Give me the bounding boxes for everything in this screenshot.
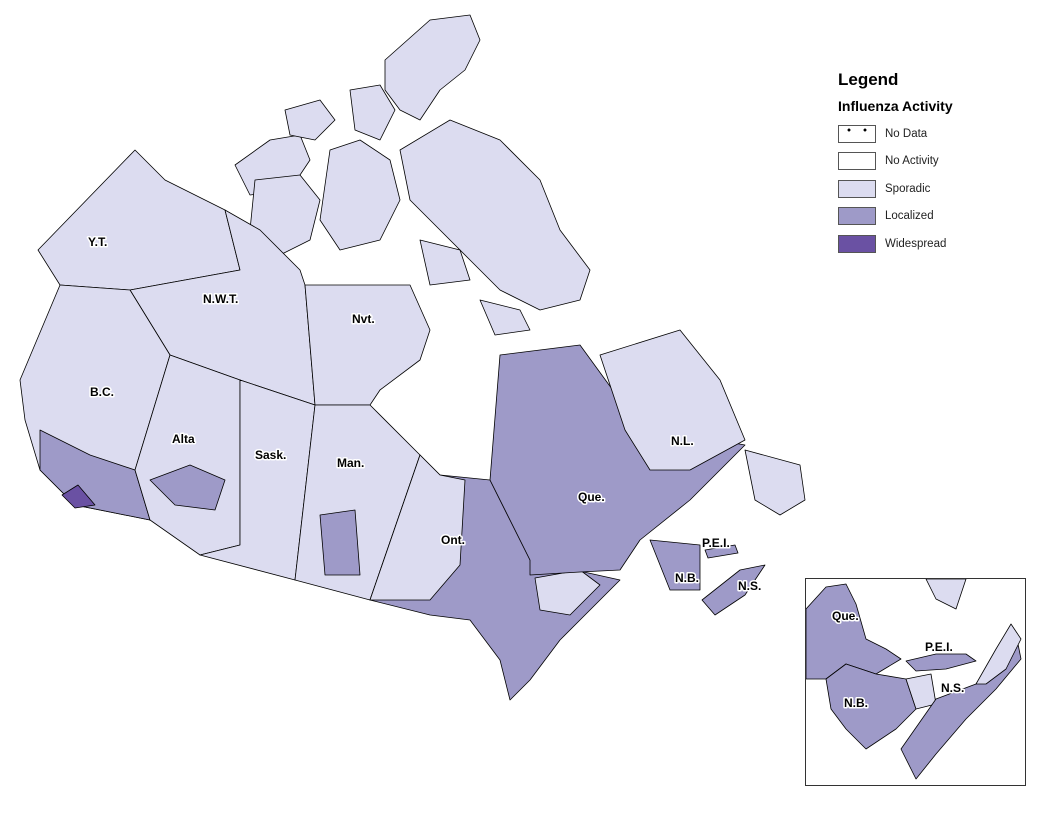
label-nl: N.L.: [671, 434, 694, 448]
swatch-sporadic: [838, 179, 876, 198]
swatch-no-activity: [838, 152, 876, 171]
inset-label-nb: N.B.: [844, 696, 868, 710]
region-yt[interactable]: [37, 149, 241, 291]
region-pei[interactable]: [704, 544, 739, 559]
legend-label: No Data: [885, 127, 928, 140]
inset-label-que: Que.: [832, 609, 859, 623]
legend-item-sporadic: Sporadic: [838, 175, 1028, 203]
legend-title: Legend: [838, 70, 899, 89]
label-pei: P.E.I.: [702, 536, 730, 550]
label-nb: N.B.: [675, 571, 699, 585]
legend-label: No Activity: [885, 155, 939, 168]
label-nwt: N.W.T.: [203, 292, 238, 306]
inset-que: [806, 583, 902, 680]
region-nl[interactable]: [599, 329, 746, 471]
label-ns: N.S.: [738, 579, 761, 593]
region-man-localized: [319, 509, 361, 576]
label-sask: Sask.: [255, 448, 286, 462]
label-nvt: Nvt.: [352, 312, 375, 326]
maritimes-inset-map: Que. P.E.I. N.B. N.S.: [805, 578, 1026, 786]
region-ont-sporadic: [369, 454, 466, 601]
legend-item-no-data: No Data: [838, 120, 1028, 148]
legend-item-localized: Localized: [838, 203, 1028, 231]
region-ns[interactable]: [701, 564, 766, 616]
region-nvt[interactable]: [304, 284, 431, 406]
swatch-widespread: [838, 234, 876, 253]
legend-label: Localized: [885, 210, 934, 223]
inset-ns-sporadic: [975, 623, 1022, 685]
legend-subtitle: Influenza Activity: [838, 98, 953, 114]
label-man: Man.: [337, 456, 364, 470]
legend-item-no-activity: No Activity: [838, 148, 1028, 176]
label-alta: Alta: [172, 432, 195, 446]
inset-nb: [825, 663, 917, 750]
region-nb[interactable]: [649, 539, 701, 591]
legend-label: Sporadic: [885, 182, 931, 195]
inset-label-pei: P.E.I.: [925, 640, 953, 654]
legend: Legend Influenza Activity No Data No Act…: [838, 70, 1028, 258]
region-sask[interactable]: [199, 379, 316, 581]
swatch-no-data: [838, 124, 876, 143]
inset-pei: [905, 653, 977, 672]
inset-nl: [925, 579, 967, 610]
region-nl-island: [744, 449, 806, 516]
label-yt: Y.T.: [88, 235, 107, 249]
legend-item-widespread: Widespread: [838, 230, 1028, 258]
arctic-islands: [234, 14, 591, 336]
label-bc: B.C.: [90, 385, 114, 399]
swatch-localized: [838, 207, 876, 226]
label-que: Que.: [578, 490, 605, 504]
label-ont: Ont.: [441, 533, 465, 547]
inset-label-ns: N.S.: [941, 681, 964, 695]
region-bc-widespread: [61, 484, 96, 509]
legend-label: Widespread: [885, 237, 947, 250]
region-alta-localized: [149, 464, 226, 511]
